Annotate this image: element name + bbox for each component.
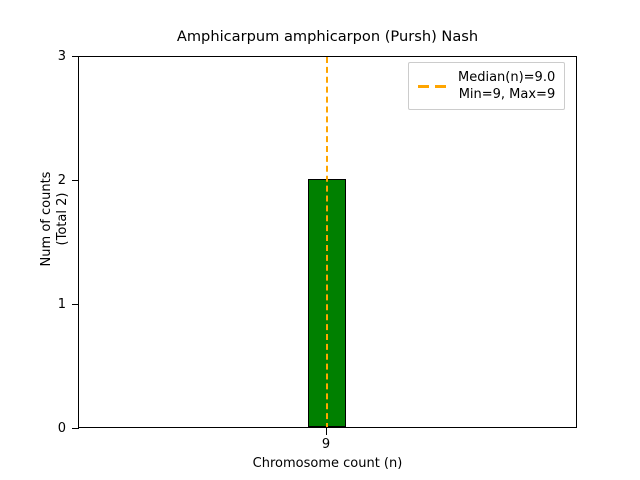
legend-entry-text: Median(n)=9.0 Min=9, Max=9: [458, 69, 555, 103]
y-tick-mark-3: [71, 56, 79, 58]
y-tick-label-0: 0: [57, 420, 66, 436]
plot-area: [79, 57, 576, 427]
y-axis-label: Num of counts (Total 2): [32, 33, 78, 405]
x-tick-mark-9: [325, 428, 327, 435]
legend-dashed-line-swatch: [418, 79, 450, 93]
y-tick-mark-1: [71, 304, 79, 306]
legend-entry-line-2: Min=9, Max=9: [458, 87, 556, 102]
y-tick-label-2: 2: [57, 172, 66, 188]
chart-title: Amphicarpum amphicarpon (Pursh) Nash: [176, 28, 479, 45]
y-tick-label-3: 3: [57, 48, 66, 64]
x-axis-label: Chromosome count (n): [252, 456, 403, 471]
y-tick-mark-2: [71, 180, 79, 182]
median-line: [326, 57, 328, 427]
y-tick-label-1: 1: [57, 296, 66, 312]
legend-entry-line-1: Median(n)=9.0: [458, 70, 556, 85]
x-tick-label-9: 9: [321, 437, 331, 452]
plot-axes: [78, 56, 577, 428]
y-tick-mark-0: [71, 428, 79, 430]
chart-legend[interactable]: Median(n)=9.0 Min=9, Max=9: [408, 62, 566, 110]
